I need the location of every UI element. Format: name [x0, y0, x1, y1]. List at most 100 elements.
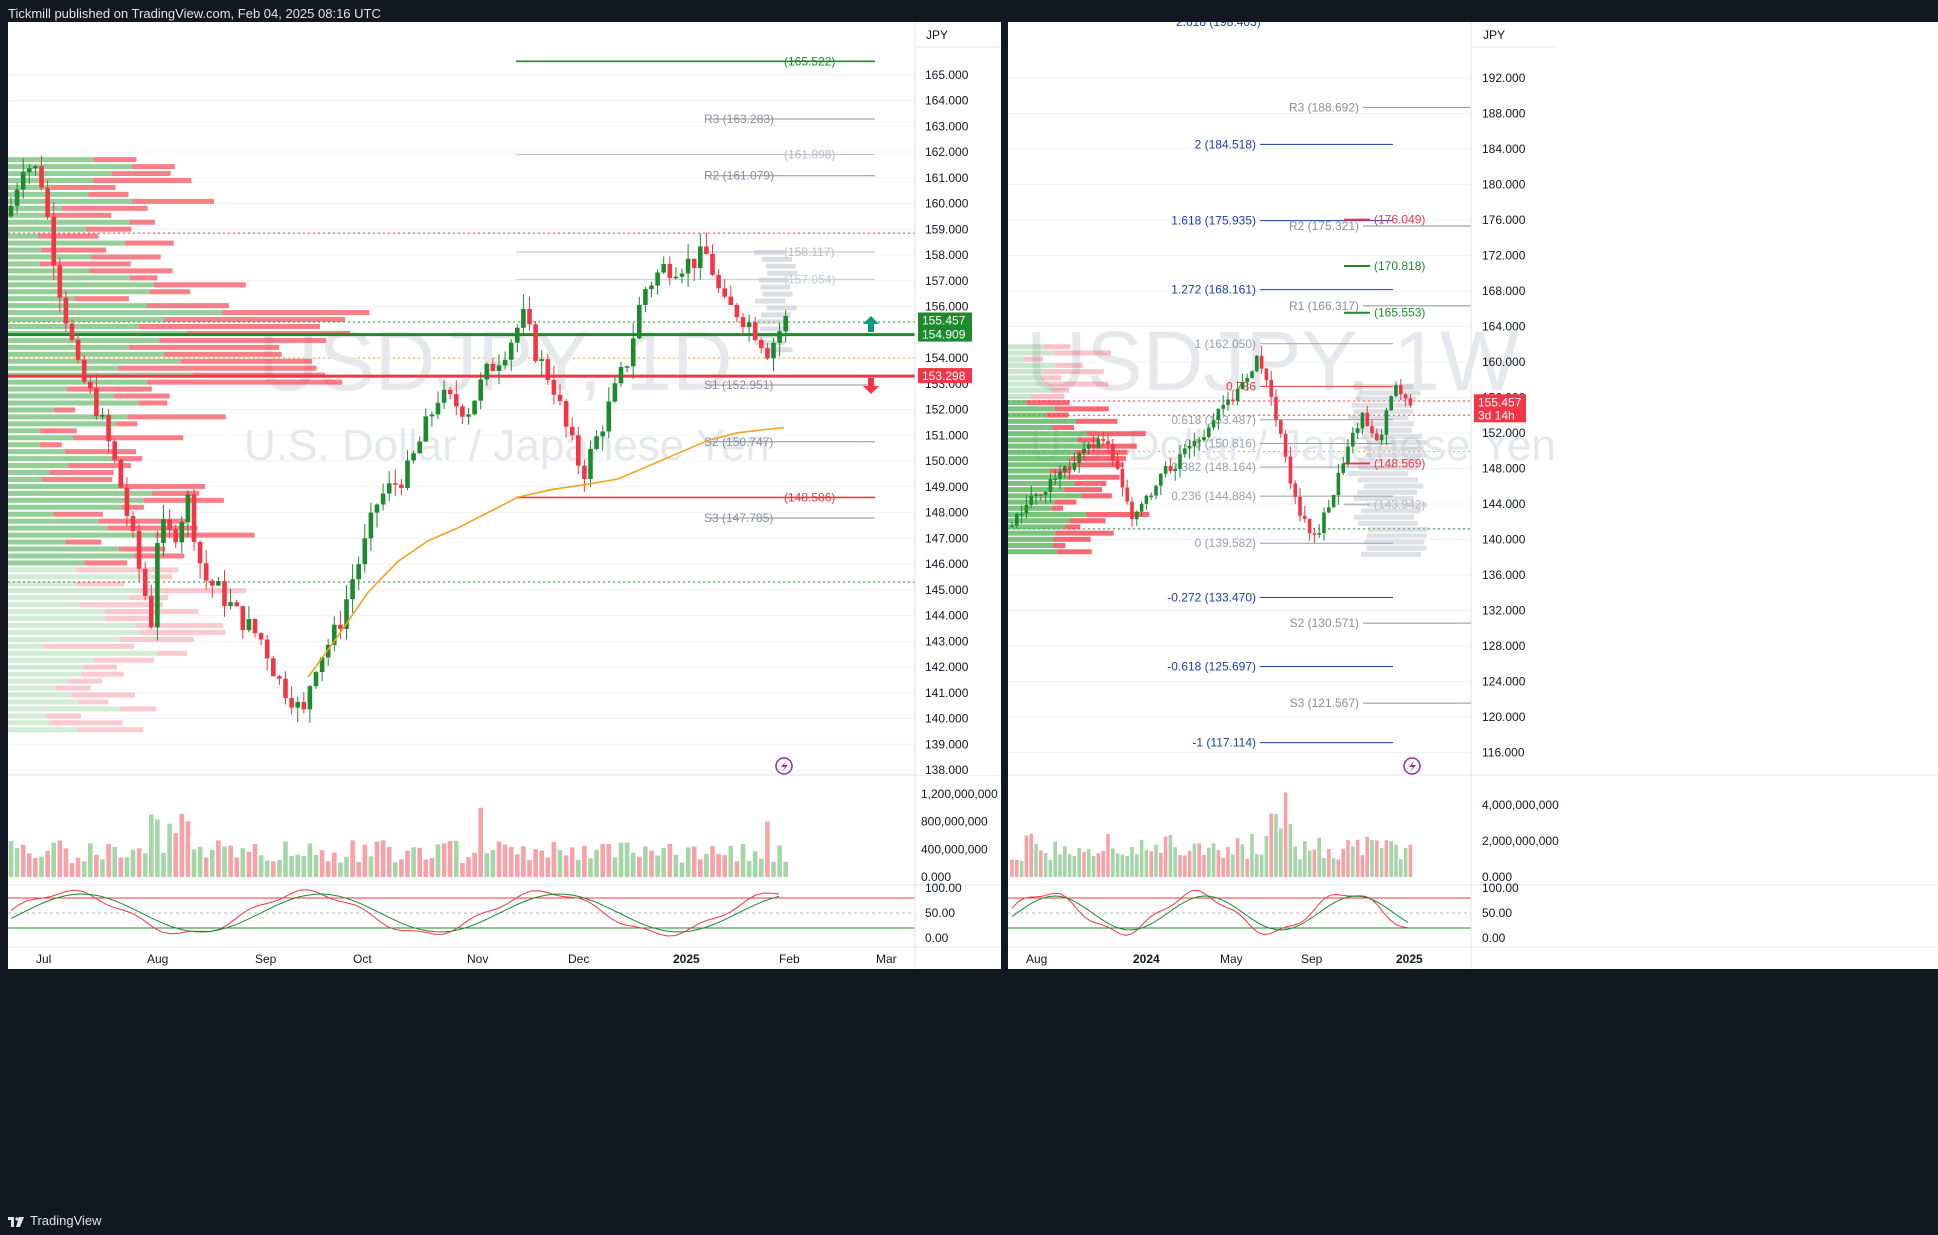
candle-body: [1403, 394, 1408, 399]
candle-body: [20, 172, 26, 190]
profile-bar: [8, 240, 125, 246]
candle-body: [1360, 412, 1365, 429]
volume-bar: [704, 853, 709, 877]
right-lightning-icon[interactable]: [1403, 757, 1421, 775]
profile-bar: [1074, 480, 1107, 486]
volume-bar: [210, 850, 215, 877]
candle-body: [460, 406, 465, 417]
publisher-header: Tickmill published on TradingView.com, F…: [8, 6, 381, 21]
left-chart-svg[interactable]: USDJPY, 1D U.S. Dollar / Japanese Yen (1…: [8, 22, 1001, 969]
fib-label: 0.236 (144.884): [1171, 489, 1256, 503]
time-label: Sep: [255, 952, 277, 966]
osc-tick: 100.00: [925, 881, 962, 895]
left-chart-panel[interactable]: USDJPY, 1D U.S. Dollar / Japanese Yen (1…: [8, 22, 1001, 969]
volume-bar: [142, 853, 148, 877]
osc-line-fast: [10, 889, 780, 937]
profile-bar: [8, 337, 160, 343]
fib-label: -0.272 (133.470): [1167, 590, 1256, 604]
volume-bar: [1029, 833, 1033, 877]
left-price-tick: 163.000: [925, 119, 969, 133]
profile-bar: [85, 226, 132, 232]
volume-bar: [368, 856, 374, 877]
profile-bar: [8, 198, 132, 204]
candle-body: [771, 342, 776, 359]
candle-body: [210, 580, 215, 586]
volume-bar: [130, 849, 136, 877]
fib-label: -1 (117.114): [1192, 736, 1256, 750]
volume-bar: [1067, 854, 1072, 877]
profile-bar: [1008, 362, 1057, 368]
volume-bar: [533, 849, 538, 877]
volume-bar: [649, 850, 654, 877]
volume-bar: [14, 848, 20, 877]
volume-bar: [417, 847, 422, 877]
left-price-tick: 151.000: [925, 428, 969, 442]
profile-bar: [1075, 449, 1128, 455]
left-price-tick: 138.000: [925, 763, 969, 777]
candle-body: [1154, 485, 1158, 496]
candle-body: [155, 543, 160, 628]
left-volume-axis: 1,200,000,000 800,000,000 400,000,000 0.000: [921, 787, 998, 884]
profile-bar: [8, 254, 92, 260]
profile-bar: [8, 497, 144, 503]
profile-bar: [107, 525, 198, 531]
profile-bar: [1008, 412, 1047, 418]
volume-bar: [167, 823, 172, 877]
volume-bar: [606, 844, 612, 877]
candle-body: [1192, 440, 1197, 446]
right-volume-profile: [1008, 344, 1428, 557]
right-price-tick: 172.000: [1482, 249, 1526, 263]
candle-body: [1072, 462, 1077, 471]
colored-level-label: (176.049): [1374, 213, 1425, 227]
volume-tick: 0.000: [921, 870, 951, 884]
volume-bar: [685, 847, 691, 877]
profile-bar: [8, 268, 90, 274]
volume-bar: [295, 854, 300, 877]
profile-bar: [8, 636, 121, 642]
volume-bar: [1192, 843, 1197, 877]
volume-tick: 400,000,000: [921, 842, 988, 856]
profile-bar: [1081, 493, 1112, 499]
volume-bar: [246, 851, 252, 877]
profile-bar: [8, 379, 147, 385]
profile-bar: [766, 305, 797, 311]
profile-bar: [8, 449, 66, 455]
right-chart-panel[interactable]: USDJPY, 1W U.S. Dollar / Japanese Yen 2.…: [1008, 22, 1938, 969]
candle-body: [216, 581, 221, 586]
pivot-label: S3 (121.567): [1290, 696, 1359, 710]
volume-bar: [1019, 860, 1024, 877]
profile-bar: [8, 164, 132, 170]
volume-bar: [1370, 839, 1374, 877]
right-chart-svg[interactable]: USDJPY, 1W U.S. Dollar / Japanese Yen 2.…: [1008, 22, 1938, 969]
left-lightning-icon[interactable]: [775, 757, 793, 775]
volume-bar: [447, 841, 453, 877]
candle-body: [1163, 466, 1168, 474]
profile-bar: [151, 574, 173, 580]
volume-bar: [1087, 848, 1091, 877]
volume-bar: [1264, 835, 1269, 877]
candle-body: [490, 363, 496, 371]
profile-bar: [8, 490, 152, 496]
volume-bar: [661, 848, 666, 877]
profile-bar: [1051, 505, 1063, 511]
profile-bar: [8, 629, 139, 635]
candle-body: [698, 246, 703, 269]
osc-tick: 0.00: [925, 931, 949, 945]
profile-bar: [1008, 524, 1065, 530]
candle-body: [618, 367, 624, 384]
candle-body: [588, 448, 593, 479]
volume-bar: [264, 860, 270, 877]
volume-bar: [1403, 847, 1408, 877]
candle-body: [515, 327, 520, 343]
candle-body: [594, 436, 599, 449]
volume-bar: [222, 846, 227, 877]
volume-bar: [478, 807, 483, 877]
candle-body: [380, 493, 386, 505]
volume-bar: [1327, 848, 1331, 877]
candle-body: [1202, 437, 1206, 441]
profile-bar: [54, 407, 76, 413]
profile-bar: [8, 595, 130, 601]
fib-label: 1.618 (175.935): [1171, 214, 1256, 228]
left-price-tick: 154.000: [925, 351, 969, 365]
profile-bar: [84, 560, 128, 566]
